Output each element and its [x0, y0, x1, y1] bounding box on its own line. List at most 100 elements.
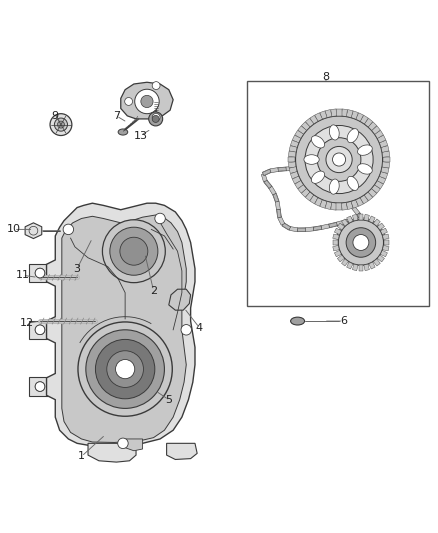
Polygon shape [364, 192, 373, 201]
FancyBboxPatch shape [275, 201, 280, 209]
Polygon shape [377, 135, 386, 143]
FancyBboxPatch shape [343, 201, 353, 208]
Circle shape [54, 118, 67, 131]
Circle shape [317, 138, 361, 181]
Circle shape [305, 125, 373, 193]
FancyBboxPatch shape [278, 167, 286, 172]
Polygon shape [356, 198, 364, 206]
Circle shape [116, 359, 135, 379]
Polygon shape [333, 234, 339, 239]
FancyBboxPatch shape [309, 191, 318, 198]
Polygon shape [336, 203, 342, 210]
Polygon shape [364, 264, 369, 271]
FancyBboxPatch shape [303, 185, 312, 193]
FancyBboxPatch shape [273, 193, 279, 202]
FancyBboxPatch shape [264, 180, 272, 188]
FancyBboxPatch shape [371, 221, 380, 230]
Circle shape [63, 224, 74, 235]
Polygon shape [342, 219, 349, 226]
Polygon shape [353, 214, 358, 221]
Circle shape [181, 325, 191, 335]
Polygon shape [346, 110, 353, 118]
Text: 7: 7 [113, 111, 120, 121]
FancyBboxPatch shape [356, 194, 364, 201]
Polygon shape [342, 259, 349, 266]
FancyBboxPatch shape [328, 222, 337, 228]
Circle shape [125, 98, 133, 106]
Text: 3: 3 [74, 264, 81, 273]
Bar [29, 377, 54, 395]
Ellipse shape [347, 128, 358, 143]
Circle shape [152, 116, 159, 123]
FancyBboxPatch shape [342, 221, 350, 230]
FancyBboxPatch shape [337, 227, 345, 236]
Polygon shape [337, 223, 345, 230]
Polygon shape [382, 234, 389, 239]
FancyBboxPatch shape [357, 213, 365, 223]
Text: 8: 8 [322, 71, 329, 82]
Polygon shape [381, 228, 388, 235]
Polygon shape [359, 214, 363, 220]
Polygon shape [377, 223, 385, 230]
Polygon shape [379, 172, 388, 179]
Polygon shape [373, 259, 380, 266]
FancyBboxPatch shape [297, 228, 305, 231]
Polygon shape [325, 110, 332, 118]
Polygon shape [364, 214, 369, 221]
FancyBboxPatch shape [357, 218, 365, 222]
Polygon shape [325, 201, 332, 209]
Polygon shape [298, 126, 307, 134]
FancyBboxPatch shape [299, 179, 306, 187]
Polygon shape [295, 181, 304, 189]
Polygon shape [46, 203, 195, 446]
Text: 11: 11 [15, 270, 29, 280]
Ellipse shape [290, 317, 304, 325]
Ellipse shape [311, 136, 325, 148]
Circle shape [107, 351, 144, 387]
FancyBboxPatch shape [316, 195, 325, 203]
FancyBboxPatch shape [362, 189, 371, 197]
FancyBboxPatch shape [348, 198, 357, 204]
Circle shape [57, 121, 64, 128]
FancyBboxPatch shape [310, 166, 318, 170]
Circle shape [86, 330, 164, 408]
Polygon shape [373, 219, 380, 226]
Polygon shape [121, 82, 173, 119]
Polygon shape [383, 157, 390, 162]
Polygon shape [381, 167, 389, 173]
Circle shape [295, 116, 383, 203]
Polygon shape [374, 181, 383, 189]
Circle shape [152, 82, 160, 90]
FancyBboxPatch shape [344, 219, 353, 223]
Polygon shape [295, 131, 304, 139]
Polygon shape [25, 223, 42, 239]
FancyBboxPatch shape [262, 169, 271, 175]
Polygon shape [62, 215, 186, 442]
Polygon shape [288, 157, 295, 162]
FancyBboxPatch shape [313, 226, 321, 230]
Polygon shape [334, 228, 341, 235]
Polygon shape [336, 109, 342, 116]
Polygon shape [381, 146, 389, 152]
FancyBboxPatch shape [272, 193, 279, 202]
Polygon shape [368, 189, 377, 197]
Circle shape [102, 220, 165, 282]
Polygon shape [351, 111, 358, 119]
Polygon shape [341, 203, 347, 210]
Polygon shape [315, 198, 322, 206]
Circle shape [78, 322, 172, 416]
Polygon shape [364, 118, 373, 127]
Circle shape [353, 235, 369, 251]
Circle shape [110, 227, 158, 275]
Polygon shape [377, 255, 385, 262]
Polygon shape [305, 192, 314, 201]
Text: 1: 1 [78, 451, 85, 462]
Circle shape [35, 268, 45, 278]
Polygon shape [332, 240, 338, 245]
Polygon shape [331, 203, 337, 210]
Polygon shape [384, 240, 389, 245]
Polygon shape [305, 118, 314, 127]
Polygon shape [377, 176, 386, 184]
Text: 13: 13 [134, 131, 148, 141]
FancyBboxPatch shape [378, 227, 384, 236]
